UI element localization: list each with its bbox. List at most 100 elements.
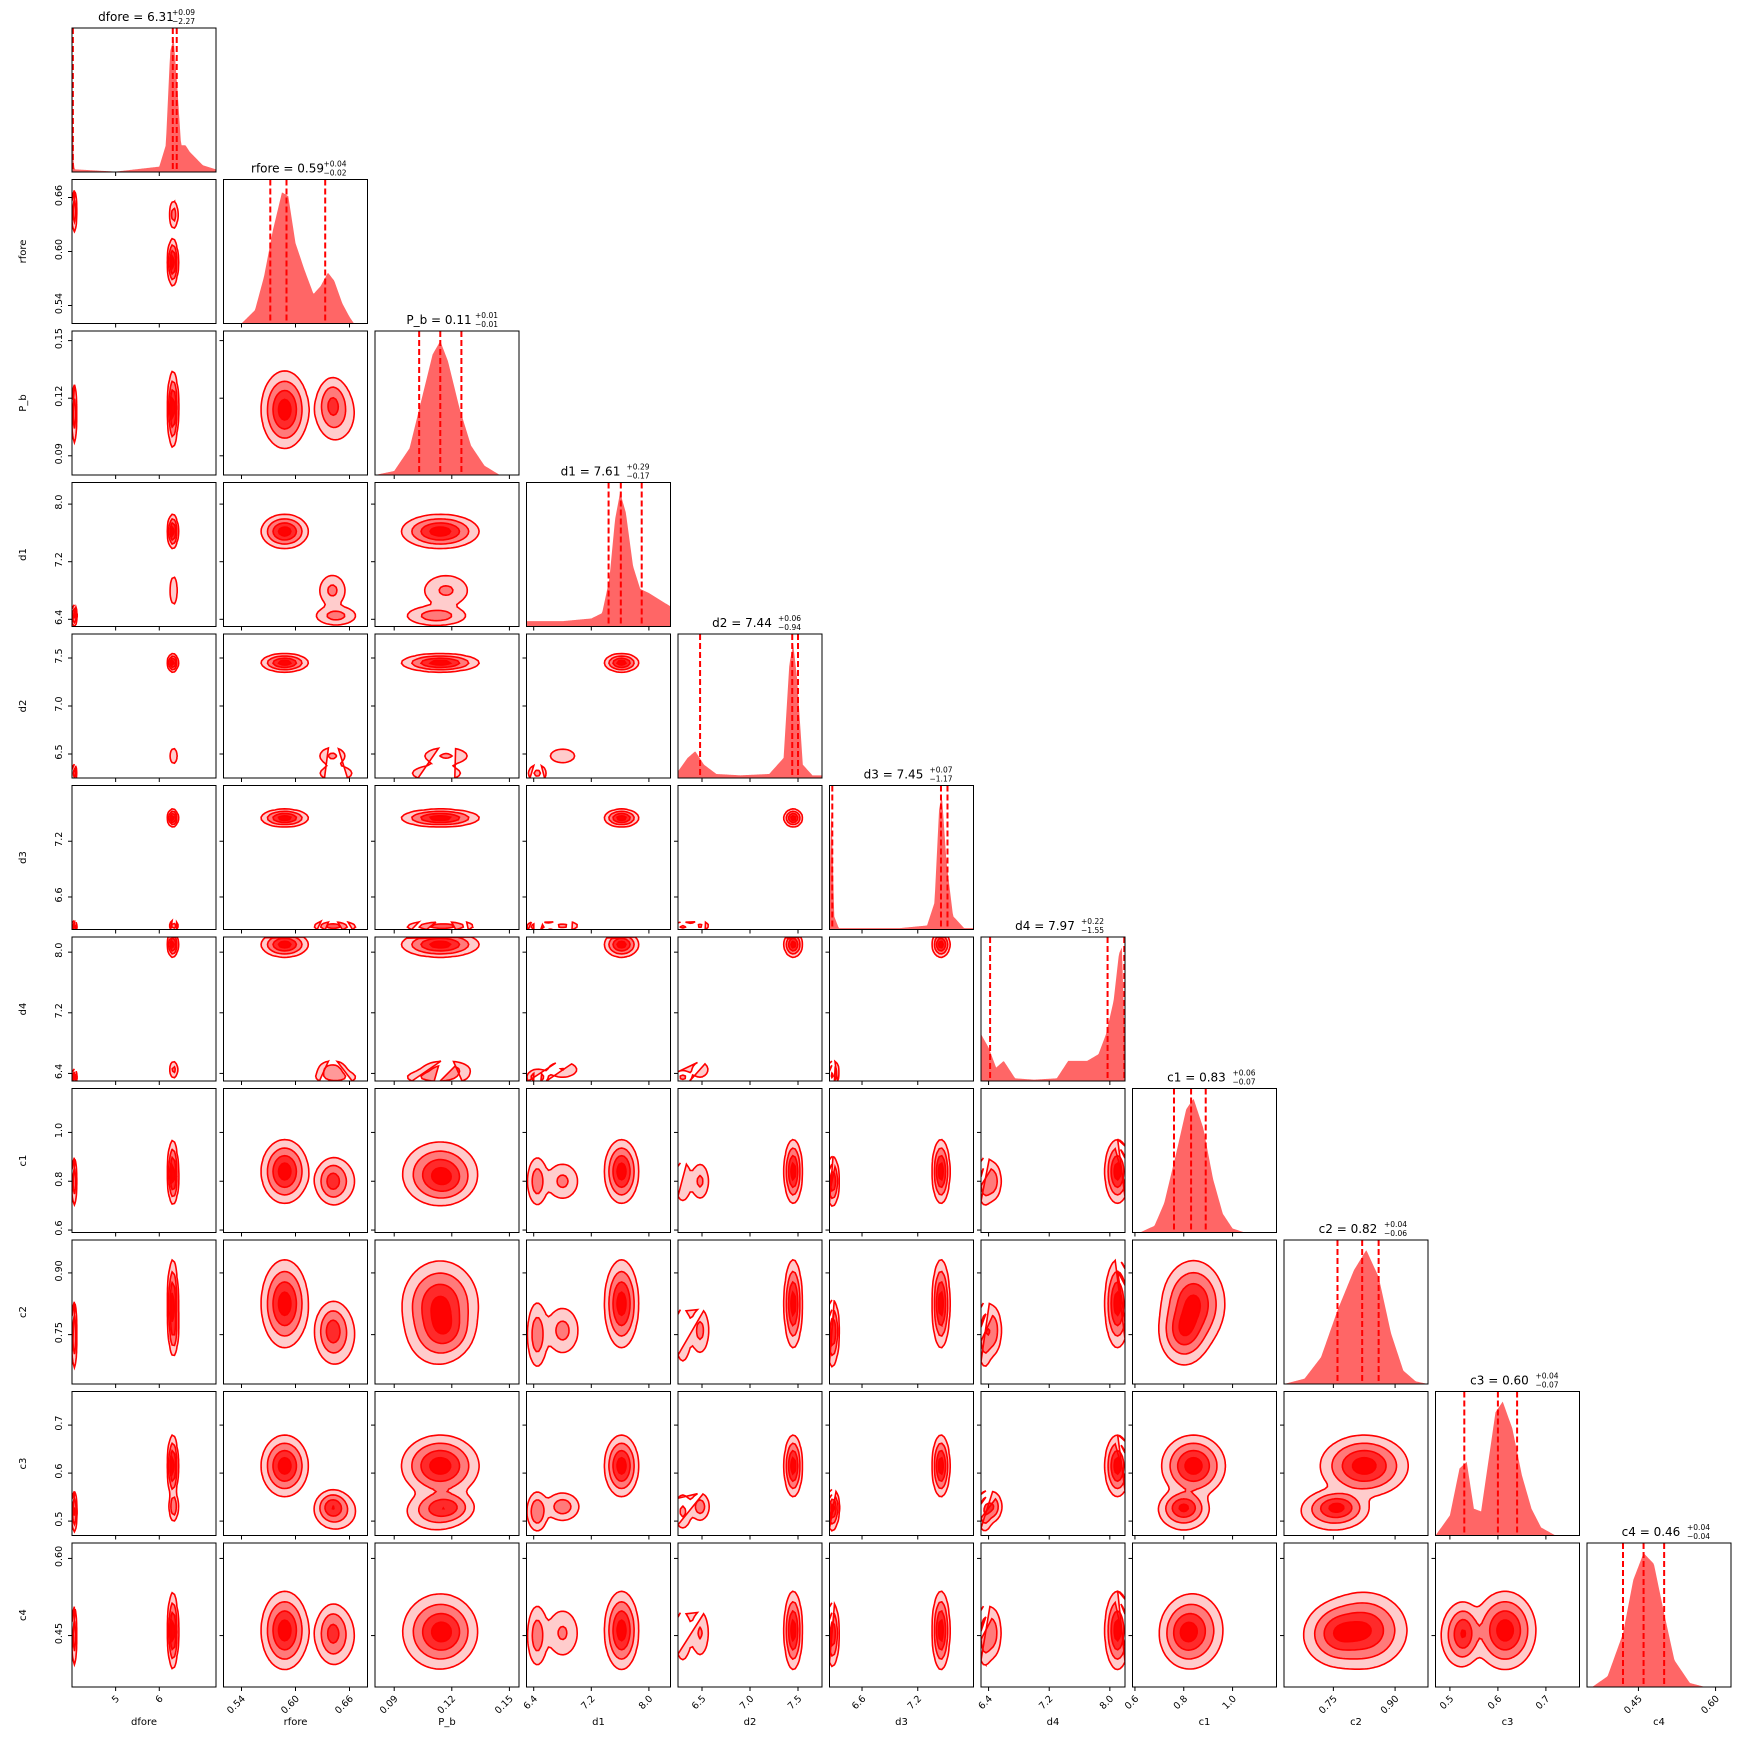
hist-panel-c2: c2 = 0.82 +0.04−0.06 <box>1283 1220 1429 1388</box>
x-tick-label-c1: 1.0 <box>1220 1694 1238 1712</box>
contour-level-1 <box>72 1442 178 1527</box>
x-axis-label-d3: d3 <box>895 1717 908 1728</box>
y-axis-label-P_b: P_b <box>18 394 29 411</box>
title-plus-c4: +0.04 <box>1687 1523 1710 1532</box>
y-tick-label-c3: 0.7 <box>54 1416 65 1431</box>
panel-frame <box>526 633 671 779</box>
panel-frame <box>1586 1542 1732 1688</box>
contour-level-1 <box>72 655 178 778</box>
contour-level-1 <box>679 810 801 929</box>
x-tick-label-dfore: 5 <box>110 1694 122 1706</box>
panel-frame <box>526 1391 671 1536</box>
contour-panel-d1-d4 <box>522 936 671 1085</box>
contour-level-3 <box>277 526 292 537</box>
contour-panel-dfore-c4: 5 6 0.45 0.60 <box>54 1542 217 1706</box>
histogram-d3 <box>829 797 974 930</box>
contour-level-0 <box>981 1258 1125 1367</box>
panel-frame <box>374 785 520 930</box>
histogram-c1 <box>1132 1098 1277 1233</box>
contour-level-1 <box>533 655 635 777</box>
hist-panel-d4: d4 = 7.97 +0.22−1.55 <box>980 917 1126 1085</box>
panel-frame <box>526 1239 671 1385</box>
histogram-c4 <box>1587 1553 1731 1687</box>
y-tick-label-c1: 0.8 <box>54 1172 65 1187</box>
contour-level-3 <box>1113 1290 1122 1317</box>
contour-panel-rfore-d3 <box>219 785 368 934</box>
panel-frame <box>677 936 823 1082</box>
contour-level-3 <box>430 1621 452 1643</box>
contour-panel-d2-c3 <box>674 1391 823 1540</box>
contour-panel-d2-d3 <box>674 785 823 934</box>
contour-panel-rfore-d4 <box>219 936 368 1085</box>
panel-frame <box>223 482 368 627</box>
contour-panel-dfore-P_b: 0.09 0.12 0.15 <box>54 328 217 479</box>
contour-level-3 <box>616 1456 627 1475</box>
contour-level-3 <box>1179 1621 1199 1643</box>
contour-level-1 <box>530 810 635 930</box>
contour-level-0 <box>526 807 640 930</box>
title-c2: c2 = 0.82 <box>1319 1222 1378 1236</box>
hist-panel-rfore: rfore = 0.59 +0.04−0.02 <box>223 160 368 328</box>
contour-level-0 <box>400 937 480 1081</box>
contour-panel-dfore-d1: 6.4 7.2 8.0 <box>54 482 217 631</box>
contour-level-0 <box>72 937 180 1081</box>
contour-panel-rfore-P_b <box>219 330 368 479</box>
y-tick-label-d2: 7.0 <box>54 696 65 711</box>
contour-level-1 <box>72 937 178 1081</box>
contour-level-3 <box>170 814 176 822</box>
contour-panel-P_b-c3 <box>371 1391 520 1540</box>
panel-frame <box>223 936 368 1082</box>
hist-panel-c4: c4 = 0.46 +0.04−0.04 0.45 0.60 <box>1586 1523 1732 1717</box>
contour-panel-c2-c4: 0.75 0.90 <box>1280 1542 1429 1716</box>
contour-level-1 <box>266 810 349 930</box>
contour-level-3 <box>429 526 452 537</box>
contour-panel-dfore-c2: 0.75 0.90 <box>54 1239 217 1388</box>
contour-level-0 <box>72 1591 180 1670</box>
panel-frame <box>980 1088 1126 1233</box>
contour-level-3 <box>277 398 292 421</box>
x-axis-label-c1: c1 <box>1199 1717 1211 1728</box>
x-axis-label-d2: d2 <box>744 1717 757 1728</box>
contour-level-1 <box>266 655 338 760</box>
y-axis-label-c4: c4 <box>18 1609 29 1621</box>
contour-level-3 <box>1178 1456 1203 1513</box>
contour-level-3 <box>615 814 628 822</box>
contour-level-2 <box>829 1280 947 1348</box>
contour-level-0 <box>981 1434 1125 1532</box>
y-axis-label-c2: c2 <box>18 1306 29 1318</box>
contour-level-3 <box>1328 1456 1377 1513</box>
contour-level-3 <box>616 1619 627 1642</box>
panel-frame <box>71 179 217 324</box>
x-tick-label-c4: 0.45 <box>1622 1694 1645 1717</box>
contour-level-3 <box>170 1618 176 1643</box>
contour-level-0 <box>526 1434 640 1532</box>
contour-level-1 <box>530 1442 635 1524</box>
contour-level-3 <box>277 1291 292 1317</box>
contour-level-0 <box>72 1139 180 1208</box>
contour-level-0 <box>400 808 480 930</box>
contour-level-3 <box>615 659 628 666</box>
title-minus-d3: −1.17 <box>930 775 953 784</box>
contour-level-1 <box>981 1269 1125 1354</box>
contour-level-3 <box>170 659 176 667</box>
y-tick-label-d2: 6.5 <box>54 744 65 759</box>
panel-frame <box>1435 1542 1580 1688</box>
y-tick-label-d2: 7.5 <box>54 648 65 663</box>
y-tick-label-P_b: 0.09 <box>54 443 65 464</box>
contour-level-3 <box>1460 1619 1515 1642</box>
title-minus-d4: −1.55 <box>1081 926 1104 935</box>
contour-level-0 <box>829 1434 951 1532</box>
x-axis-label-P_b: P_b <box>438 1717 455 1728</box>
contour-level-1 <box>410 655 470 760</box>
contour-level-3 <box>790 1161 797 1182</box>
contour-level-3 <box>1113 1162 1122 1181</box>
contour-level-0 <box>678 937 804 1081</box>
contour-level-0 <box>72 807 180 930</box>
contour-level-1 <box>72 380 178 438</box>
contour-level-0 <box>981 1590 1125 1671</box>
contour-level-1 <box>530 937 635 1081</box>
contour-panel-d4-c2 <box>977 1239 1126 1388</box>
panel-frame <box>1132 1239 1277 1385</box>
contour-panel-P_b-d4 <box>371 936 520 1085</box>
y-tick-label-d4: 7.2 <box>54 1003 65 1018</box>
